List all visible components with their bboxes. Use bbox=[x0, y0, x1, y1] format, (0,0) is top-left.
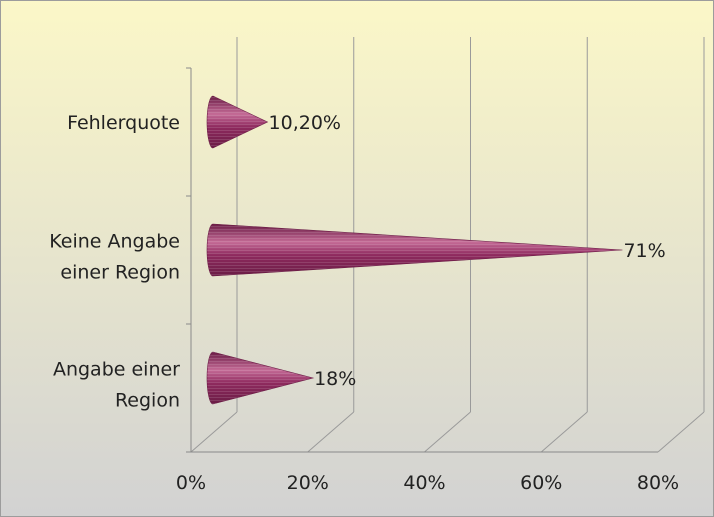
labels: 0% 20% 40% 60% 80% 18% Angabe einer Region 71% Ke… bbox=[49, 112, 679, 494]
x-tick-label: 40% bbox=[403, 472, 445, 494]
grid-lines bbox=[190, 37, 705, 453]
data-label: 10,20% bbox=[269, 112, 341, 134]
floor-gridline bbox=[657, 411, 705, 453]
x-tick-label: 0% bbox=[176, 472, 206, 494]
axes bbox=[186, 67, 658, 453]
x-tick-label: 60% bbox=[520, 472, 562, 494]
bars bbox=[206, 95, 623, 405]
bar bbox=[206, 223, 623, 277]
x-tick-label: 20% bbox=[287, 472, 329, 494]
category-label: Fehlerquote bbox=[67, 112, 180, 134]
data-label: 71% bbox=[623, 240, 665, 262]
x-tick-label: 80% bbox=[637, 472, 679, 494]
category-label: Keine Angabe einer Region bbox=[49, 231, 180, 284]
bar bbox=[206, 351, 315, 405]
floor-gridline bbox=[190, 411, 238, 453]
bar bbox=[206, 95, 269, 149]
category-label: Angabe einer Region bbox=[53, 359, 180, 412]
floor-gridline bbox=[540, 411, 588, 453]
floor-gridline bbox=[307, 411, 355, 453]
floor-gridline bbox=[424, 411, 471, 453]
data-label: 18% bbox=[314, 368, 356, 390]
